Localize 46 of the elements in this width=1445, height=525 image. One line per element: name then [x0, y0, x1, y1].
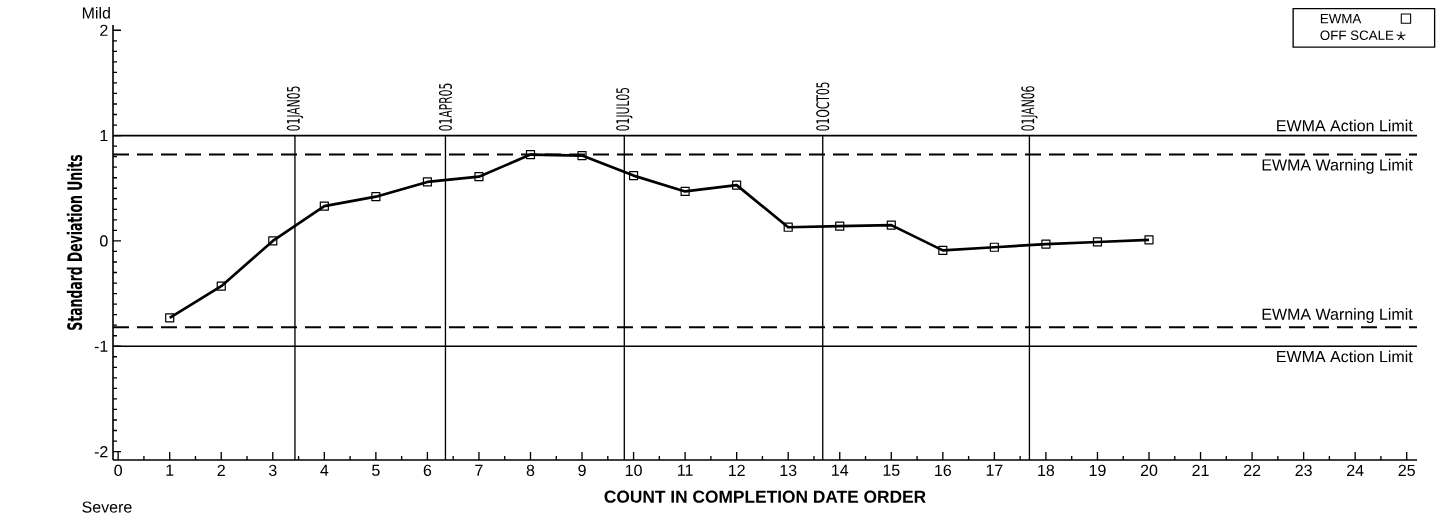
- ref-line-label: EWMA Warning Limit: [1262, 308, 1413, 324]
- x-tick-label: 1: [166, 464, 174, 476]
- ref-line-label: 01OCT05: [816, 82, 830, 131]
- x-tick-label: 22: [1243, 464, 1261, 476]
- x-tick-label: 12: [728, 464, 745, 476]
- ref-line-label: 01JAN05: [286, 86, 304, 131]
- x-tick-label: 16: [935, 464, 952, 477]
- text: Mild: [82, 6, 110, 19]
- x-tick-label: 21: [1192, 464, 1209, 476]
- x-tick-label: 13: [780, 464, 797, 477]
- x-tick-label: 8: [526, 464, 535, 477]
- ref-line-label: 01APR05: [438, 83, 453, 131]
- x-tick-label: 25: [1398, 464, 1415, 477]
- ref-line-label: EWMA Action Limit: [1277, 350, 1413, 363]
- x-axis-title: COUNT IN COMPLETION DATE ORDER: [604, 490, 926, 503]
- x-tick-label: 2: [217, 464, 225, 476]
- ref-line-label: 01JAN06: [1021, 86, 1038, 131]
- x-tick-label: 15: [883, 464, 900, 476]
- x-tick-label: 4: [320, 464, 329, 476]
- x-tick-label: 23: [1295, 464, 1312, 477]
- y-tick-label: 2: [100, 24, 108, 36]
- x-tick-label: 20: [1140, 464, 1158, 477]
- y-tick-label: 1: [100, 130, 108, 142]
- text: EWMA: [1320, 14, 1362, 24]
- x-tick-label: 24: [1347, 464, 1364, 476]
- y-tick-label: 0: [100, 235, 108, 247]
- x-tick-label: 17: [986, 464, 1003, 476]
- ref-line-label: 01JUL05: [616, 87, 633, 131]
- x-tick-label: 14: [832, 464, 849, 476]
- x-tick-label: 0: [114, 464, 122, 477]
- ref-line-label: EWMA Action Limit: [1277, 119, 1413, 132]
- x-tick-label: 3: [268, 464, 277, 477]
- legend-label: OFF SCALE: [1320, 30, 1394, 40]
- x-tick-label: 5: [372, 464, 380, 476]
- text: Severe: [82, 501, 132, 513]
- y-axis-title: Standard Deviation Units: [66, 154, 83, 330]
- x-tick-label: 10: [625, 464, 642, 477]
- x-tick-label: 19: [1089, 464, 1106, 477]
- y-tick-label: -2: [94, 445, 108, 458]
- x-tick-label: 7: [475, 464, 483, 476]
- y-tick-label: -1: [94, 340, 108, 352]
- x-tick-label: 6: [423, 464, 432, 477]
- x-tick-label: 18: [1038, 464, 1055, 477]
- x-tick-label: 9: [578, 464, 586, 477]
- ref-line-label: EWMA Warning Limit: [1262, 158, 1413, 174]
- x-tick-label: 11: [678, 464, 693, 476]
